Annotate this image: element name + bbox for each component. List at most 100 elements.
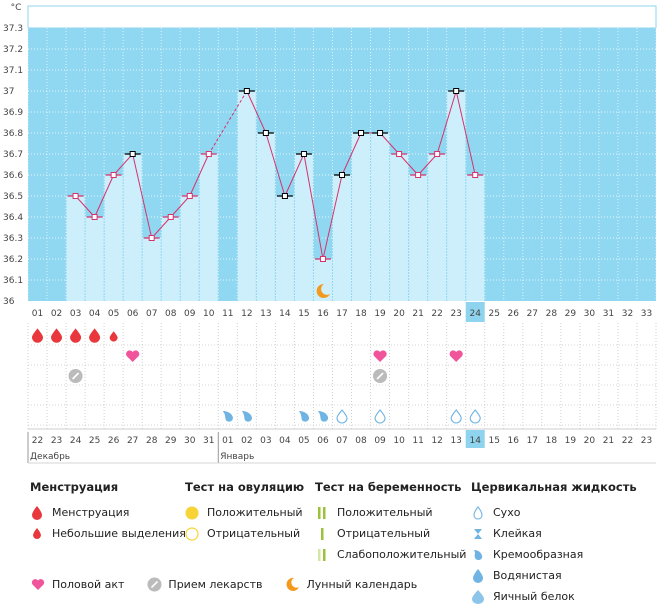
legend-item-medication: Прием лекарств xyxy=(146,576,263,592)
temp-point xyxy=(281,193,288,199)
temp-point xyxy=(472,172,479,178)
y-axis: °C 37.3 37.2 37.1 37 36.9 36.8 36.7 36.6 36.5 36.4… xyxy=(3,3,23,307)
watery-drop-icon xyxy=(471,568,485,583)
temp-segment xyxy=(455,90,476,176)
legend-item-moon: Лунный календарь xyxy=(285,576,417,592)
x-tick-label: 02 xyxy=(51,309,62,319)
y-tick-label: 37.3 xyxy=(3,24,23,34)
date-tick-label: 27 xyxy=(127,436,138,446)
date-tick-label: 11 xyxy=(412,436,423,446)
legend-title: Тест на беременность xyxy=(315,480,462,494)
temp-bar xyxy=(66,196,85,301)
x-tick-label: 10 xyxy=(203,309,215,319)
temp-segment xyxy=(303,153,324,260)
temp-point xyxy=(339,172,345,178)
temp-segment xyxy=(265,132,286,197)
date-tick-label: 22 xyxy=(622,436,633,446)
temp-point xyxy=(186,193,193,199)
menstruation-mark xyxy=(32,328,44,343)
x-tick-label: 09 xyxy=(184,309,196,319)
date-tick-label: 07 xyxy=(336,436,347,446)
temp-bar xyxy=(466,175,485,301)
moon-icon xyxy=(285,576,301,592)
temp-point xyxy=(453,88,460,94)
symptom-marks xyxy=(32,283,481,424)
x-tick-label: 16 xyxy=(317,309,329,319)
temp-point xyxy=(415,172,422,178)
temp-segment xyxy=(113,153,134,176)
date-tick-label: 22 xyxy=(32,436,43,446)
y-tick-label: 36.9 xyxy=(3,108,23,118)
legend-menstruation: Менструация Менструация Небольшие выделе… xyxy=(30,480,186,544)
temp-segment xyxy=(246,90,267,134)
x-tick-label: 12 xyxy=(241,309,252,319)
x-tick-label: 01 xyxy=(32,309,43,319)
x-tick-label: 24 xyxy=(469,309,481,319)
date-tick-label: 31 xyxy=(203,436,214,446)
fluid-creamy-mark xyxy=(222,411,233,422)
legend-item-menstruation: Менструация xyxy=(30,502,186,523)
medication-mark-stroke xyxy=(376,372,384,380)
temp-bar xyxy=(180,196,199,301)
y-tick-label: 36.1 xyxy=(3,276,23,286)
temp-segment xyxy=(417,153,438,176)
date-tick-label: 21 xyxy=(603,436,614,446)
temp-point xyxy=(396,151,403,157)
temp-bar xyxy=(390,154,409,301)
fluid-dry-mark xyxy=(336,409,348,424)
legend-item-pregnancy-negative: Отрицательный xyxy=(315,523,466,544)
x-tick-label: 26 xyxy=(508,309,520,319)
x-tick-label: 15 xyxy=(298,309,309,319)
date-tick-label: 29 xyxy=(165,436,177,446)
date-tick-label: 28 xyxy=(146,436,158,446)
date-tick-label: 01 xyxy=(222,436,233,446)
date-tick-label: 24 xyxy=(70,436,82,446)
temp-point xyxy=(72,193,79,199)
temp-segment xyxy=(170,195,191,218)
temp-bar xyxy=(161,217,180,301)
date-tick-label: 13 xyxy=(450,436,461,446)
temp-point xyxy=(434,151,441,157)
temp-bar xyxy=(123,154,142,301)
temp-bar xyxy=(409,175,428,301)
menstruation-mark xyxy=(70,328,82,343)
y-tick-label: 37.2 xyxy=(3,45,23,55)
date-tick-label: 03 xyxy=(260,436,271,446)
y-tick-label: 36.7 xyxy=(3,150,23,160)
month-label: Декабрь xyxy=(30,452,70,462)
x-tick-label: 33 xyxy=(641,309,652,319)
temp-segment xyxy=(341,132,362,176)
date-tick-label: 06 xyxy=(317,436,329,446)
date-tick-label: 12 xyxy=(431,436,442,446)
x-tick-label: 31 xyxy=(603,309,614,319)
month-label: Январь xyxy=(220,452,254,462)
date-tick-label: 20 xyxy=(584,436,596,446)
temp-point xyxy=(205,151,212,157)
menstruation-mark xyxy=(51,328,63,343)
x-axis-cycle-days: 01 02 03 04 05 06 07 08 09 10 11 12 13 14 15 16 17 18 19 20… xyxy=(32,302,652,322)
date-tick-label: 02 xyxy=(241,436,252,446)
heart-icon xyxy=(30,576,46,592)
eggwhite-drop-icon xyxy=(471,589,485,604)
x-tick-label: 08 xyxy=(165,309,177,319)
legend-item-fluid-creamy: Кремообразная xyxy=(471,544,637,565)
single-line-icon xyxy=(315,527,329,541)
legend-item-intercourse: Половой акт xyxy=(30,576,124,592)
temp-point xyxy=(377,130,384,136)
date-tick-label: 15 xyxy=(489,436,500,446)
temperature-line xyxy=(67,88,484,262)
temp-point xyxy=(358,130,365,136)
pill-icon xyxy=(146,576,162,592)
legend-title: Тест на овуляцию xyxy=(185,480,305,494)
fluid-creamy-mark xyxy=(317,411,329,422)
date-tick-label: 09 xyxy=(374,436,386,446)
y-tick-label: 36 xyxy=(3,297,15,307)
temp-point xyxy=(129,151,136,157)
date-tick-label: 10 xyxy=(393,436,405,446)
temp-bar xyxy=(294,154,313,301)
x-tick-label: 28 xyxy=(546,309,558,319)
fluid-creamy-mark xyxy=(298,411,310,422)
y-tick-label: 36.4 xyxy=(3,213,23,223)
temp-point xyxy=(243,88,250,94)
fluid-dry-mark xyxy=(374,409,386,424)
